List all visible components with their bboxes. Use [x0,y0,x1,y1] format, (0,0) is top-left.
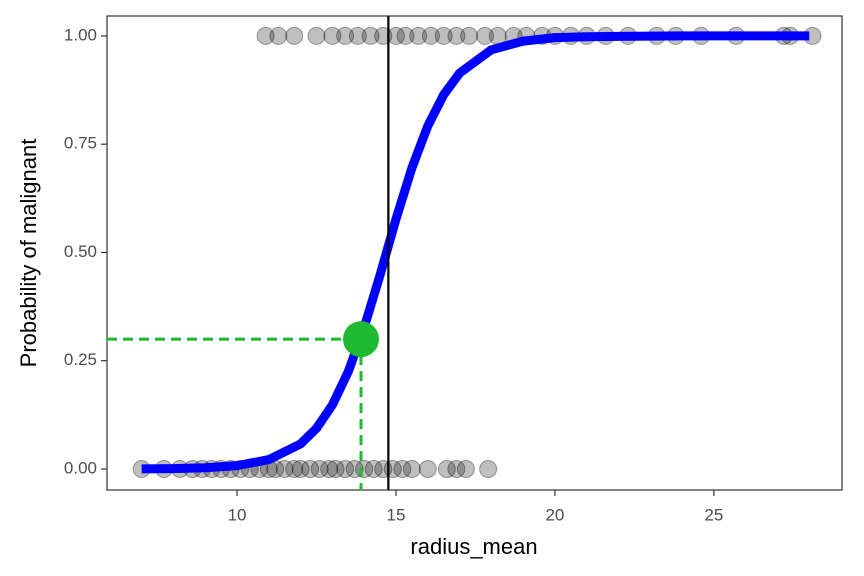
x-tick-label: 15 [387,505,406,524]
data-point [479,459,498,478]
data-point [460,26,479,45]
data-point [396,26,415,45]
highlight-point [343,321,380,358]
data-point [275,459,294,478]
x-tick-label: 20 [545,505,564,524]
x-tick-label: 25 [704,505,723,524]
data-point [475,26,494,45]
data-point [307,26,326,45]
data-point [326,459,345,478]
data-point [310,459,329,478]
data-point [323,26,342,45]
data-point [320,459,339,478]
data-point [256,26,275,45]
y-tick-label: 1.00 [64,25,97,44]
data-point [291,459,310,478]
data-point [447,26,466,45]
data-point [447,459,466,478]
data-point [418,459,437,478]
y-axis-title: Probability of malignant [16,139,41,368]
data-point [348,26,367,45]
x-tick-label: 10 [228,505,247,524]
data-point [421,26,440,45]
data-point [285,459,304,478]
data-point [361,26,380,45]
data-point [364,459,383,478]
x-axis-title: radius_mean [410,534,537,559]
fit-curve [141,31,810,474]
data-point [336,26,355,45]
data-point [301,459,320,478]
data-point [285,26,304,45]
data-point [269,26,288,45]
data-point [456,459,475,478]
data-point [393,459,412,478]
panel-border [106,15,843,491]
data-point [409,26,428,45]
data-point [402,459,421,478]
y-tick-label: 0.25 [64,350,97,369]
data-point [437,459,456,478]
data-point [434,26,453,45]
data-point [336,459,355,478]
y-tick-label: 0.00 [64,458,97,477]
data-point [345,459,364,478]
y-tick-label: 0.50 [64,242,97,261]
y-tick-label: 0.75 [64,134,97,153]
